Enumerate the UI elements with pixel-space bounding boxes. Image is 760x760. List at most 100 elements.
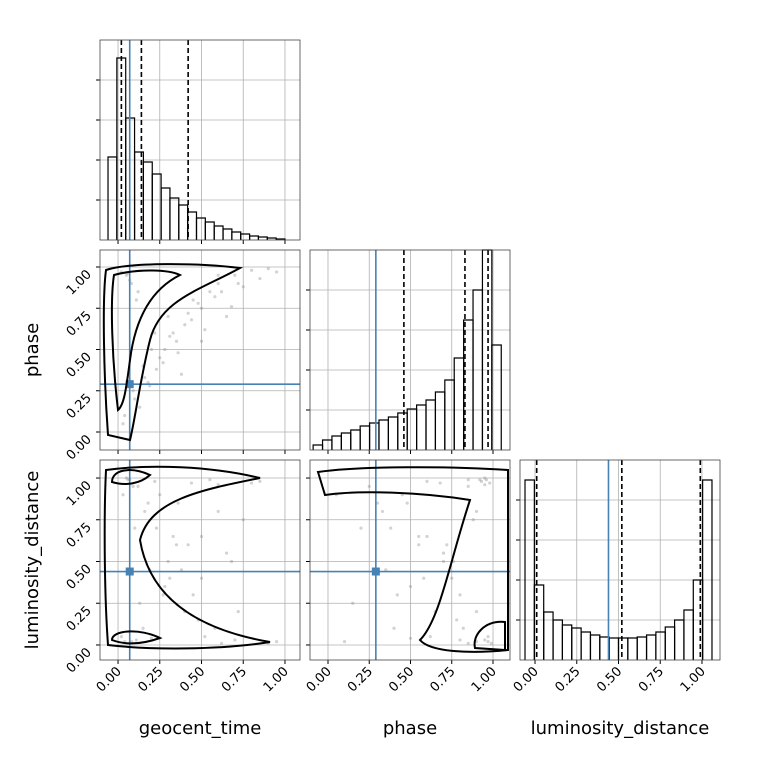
sample-point xyxy=(458,593,462,597)
sample-point xyxy=(486,640,490,644)
hist-bar xyxy=(524,479,535,660)
sample-point xyxy=(208,478,212,482)
x-tick-label: 0.25 xyxy=(136,664,167,695)
sample-point xyxy=(258,276,262,281)
sample-point xyxy=(466,641,470,645)
y-tick-label: 0.25 xyxy=(64,391,95,422)
hist-bar xyxy=(248,235,260,240)
sample-point xyxy=(359,526,363,530)
sample-point xyxy=(229,559,234,564)
sample-point xyxy=(161,593,165,597)
hist-bar xyxy=(160,187,171,240)
sample-point xyxy=(138,405,142,409)
sample-point xyxy=(236,281,240,286)
sample-point xyxy=(466,478,470,482)
x-tick-label: 1.00 xyxy=(469,664,500,695)
sample-point xyxy=(488,481,492,485)
hist-bar xyxy=(491,344,502,450)
sample-point xyxy=(233,638,237,642)
sample-point xyxy=(199,339,204,343)
y-tick-label: 0.50 xyxy=(64,350,95,381)
sample-point xyxy=(191,298,195,302)
axes-frame xyxy=(519,459,721,661)
contour xyxy=(103,465,271,650)
sample-point xyxy=(171,331,175,335)
sample-point xyxy=(186,543,190,547)
hist-bar xyxy=(368,422,380,450)
sample-point xyxy=(408,636,413,640)
sample-point xyxy=(438,481,442,485)
sample-point xyxy=(174,339,179,343)
hist-bar xyxy=(340,432,352,450)
contour xyxy=(316,466,509,653)
sample-point xyxy=(123,413,127,418)
sample-point xyxy=(154,526,159,530)
sample-point xyxy=(121,422,125,426)
sample-point xyxy=(166,559,170,564)
axes-frame xyxy=(99,249,301,451)
sample-point xyxy=(166,314,170,319)
sample-point xyxy=(216,483,220,487)
sample-point xyxy=(216,281,220,286)
sample-point xyxy=(249,268,254,272)
sample-point xyxy=(131,389,135,393)
sample-point xyxy=(133,397,137,401)
x-tick-label: 0.50 xyxy=(594,664,625,695)
x-axis-label: geocent_time xyxy=(139,718,262,739)
sample-point xyxy=(124,476,128,480)
sample-point xyxy=(375,501,380,505)
sample-point xyxy=(483,483,487,487)
y-tick-label: 0.50 xyxy=(64,562,95,593)
sample-point xyxy=(450,576,454,580)
sample-point xyxy=(445,543,449,547)
x-tick-label: 1.00 xyxy=(261,664,292,695)
x-tick-label: 0.00 xyxy=(94,664,125,695)
hist-bar xyxy=(627,637,638,660)
truth-point xyxy=(371,567,380,576)
y-tick-label: 0.00 xyxy=(64,645,95,676)
sample-point xyxy=(134,298,138,302)
sample-point xyxy=(486,635,490,639)
sample-point xyxy=(143,375,147,380)
sample-point xyxy=(136,484,140,488)
truth-point xyxy=(125,380,134,389)
sample-point xyxy=(219,641,224,645)
hist-bar xyxy=(107,156,118,240)
sample-point xyxy=(189,481,194,485)
hist-bar xyxy=(589,634,601,660)
hist-bar xyxy=(350,429,361,450)
x-axis-label: luminosity_distance xyxy=(531,718,710,739)
hist-bar xyxy=(434,391,446,450)
sample-point xyxy=(136,290,140,294)
hist-bar xyxy=(195,217,206,240)
x-tick-label: 0.50 xyxy=(386,664,417,695)
sample-point xyxy=(405,501,409,505)
hist-bar xyxy=(331,435,342,450)
sample-point xyxy=(474,509,479,514)
sample-point xyxy=(241,518,245,522)
sample-point xyxy=(186,311,190,315)
hist-bar xyxy=(213,225,224,240)
sample-point xyxy=(199,306,204,310)
sample-point xyxy=(203,328,207,332)
hist-bar xyxy=(608,637,620,660)
sample-point xyxy=(395,593,399,597)
y-tick-label: 0.75 xyxy=(64,308,95,339)
sample-point xyxy=(219,290,224,294)
hist-bar xyxy=(378,419,389,450)
sample-point xyxy=(380,509,385,514)
y-tick-label: 0.25 xyxy=(64,603,95,634)
sample-point xyxy=(484,478,489,482)
x-tick-label: 1.00 xyxy=(678,664,709,695)
sample-point xyxy=(367,484,371,488)
contour xyxy=(110,630,163,645)
sample-point xyxy=(179,372,184,376)
hist-bar xyxy=(142,161,153,240)
sample-point xyxy=(458,638,462,642)
hist-bar xyxy=(580,631,592,660)
axes-frame xyxy=(99,459,301,661)
sample-point xyxy=(249,481,254,485)
sample-point xyxy=(216,509,220,514)
y-axis-label: luminosity_distance xyxy=(22,471,43,650)
sample-point xyxy=(392,626,396,630)
